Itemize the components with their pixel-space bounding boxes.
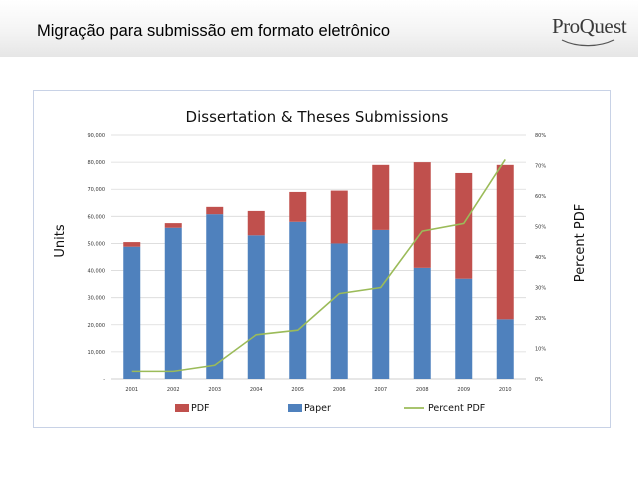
series-line-percent-pdf xyxy=(131,158,506,373)
chart-frame: - 10,000 20,000 30,000 40,000 50,000 60,000 70,… xyxy=(33,90,611,428)
y2-tick-label: 10% xyxy=(535,347,546,353)
bar-pdf xyxy=(247,210,265,236)
y-tick-label: 20,000 xyxy=(88,323,106,329)
logo-text: ProQuest xyxy=(552,14,627,38)
bar-paper xyxy=(413,267,431,379)
y2-tick-label: 60% xyxy=(535,194,546,200)
y2-tick-label: 20% xyxy=(535,316,546,322)
bar-pdf xyxy=(455,172,473,279)
y-axis-label: Units xyxy=(53,224,68,257)
y2-tick-label: 30% xyxy=(535,286,546,292)
header-band xyxy=(0,0,638,57)
y-tick-label: 60,000 xyxy=(88,214,106,220)
bar-paper xyxy=(372,229,390,379)
legend-label: Paper xyxy=(304,403,331,414)
chart: - 10,000 20,000 30,000 40,000 50,000 60,000 70,… xyxy=(53,108,588,414)
y-tick-label: 70,000 xyxy=(88,187,106,193)
y-tick-label: 30,000 xyxy=(88,296,106,302)
y2-axis-label: Percent PDF xyxy=(573,204,588,282)
x-tick-label: 2007 xyxy=(374,387,387,393)
bars xyxy=(123,162,514,379)
bar-pdf xyxy=(496,164,514,320)
x-tick-label: 2003 xyxy=(208,387,221,393)
bar-paper xyxy=(289,221,307,379)
legend-swatch xyxy=(288,404,302,412)
y-tick-label: 90,000 xyxy=(88,133,106,139)
y2-tick-label: 70% xyxy=(535,164,546,170)
bar-paper xyxy=(164,227,182,379)
bar-pdf xyxy=(206,206,224,215)
bar-pdf xyxy=(123,242,141,247)
bar-paper xyxy=(455,278,473,379)
x-tick-label: 2008 xyxy=(416,387,429,393)
bar-paper xyxy=(496,319,514,379)
bar-paper xyxy=(123,246,141,379)
bar-pdf xyxy=(372,164,390,230)
percent-line xyxy=(131,158,506,373)
legend-label: Percent PDF xyxy=(428,403,485,414)
bar-pdf xyxy=(330,190,348,244)
y2-tick-label: 50% xyxy=(535,225,546,231)
x-tick-label: 2010 xyxy=(499,387,512,393)
bar-pdf xyxy=(289,191,307,222)
tick-labels: - 10,000 20,000 30,000 40,000 50,000 60,000 70,… xyxy=(88,133,547,393)
bar-pdf xyxy=(164,223,182,228)
y-tick-label: 80,000 xyxy=(88,160,106,166)
y-tick-label: - xyxy=(103,377,105,383)
legend-label: PDF xyxy=(191,403,210,414)
x-tick-label: 2009 xyxy=(457,387,470,393)
bar-paper xyxy=(206,214,224,379)
legend-swatch xyxy=(175,404,189,412)
y2-tick-label: 40% xyxy=(535,255,546,261)
chart-title: Dissertation & Theses Submissions xyxy=(186,108,449,126)
slide-title: Migração para submissão em formato eletr… xyxy=(37,22,391,40)
x-tick-label: 2001 xyxy=(125,387,138,393)
y-tick-label: 40,000 xyxy=(88,269,106,275)
y2-tick-label: 0% xyxy=(535,377,543,383)
y2-tick-label: 80% xyxy=(535,133,546,139)
x-tick-label: 2005 xyxy=(291,387,304,393)
bar-pdf xyxy=(413,162,431,268)
x-tick-label: 2004 xyxy=(250,387,263,393)
proquest-logo: ProQuest xyxy=(548,14,627,52)
bar-paper xyxy=(247,235,265,379)
x-tick-label: 2006 xyxy=(333,387,346,393)
x-tick-label: 2002 xyxy=(167,387,180,393)
y-tick-label: 10,000 xyxy=(88,350,106,356)
bar-paper xyxy=(330,243,348,379)
legend: PDF Paper Percent PDF xyxy=(175,403,485,414)
y-tick-label: 50,000 xyxy=(88,241,106,247)
logo-swoosh-icon xyxy=(561,39,615,47)
